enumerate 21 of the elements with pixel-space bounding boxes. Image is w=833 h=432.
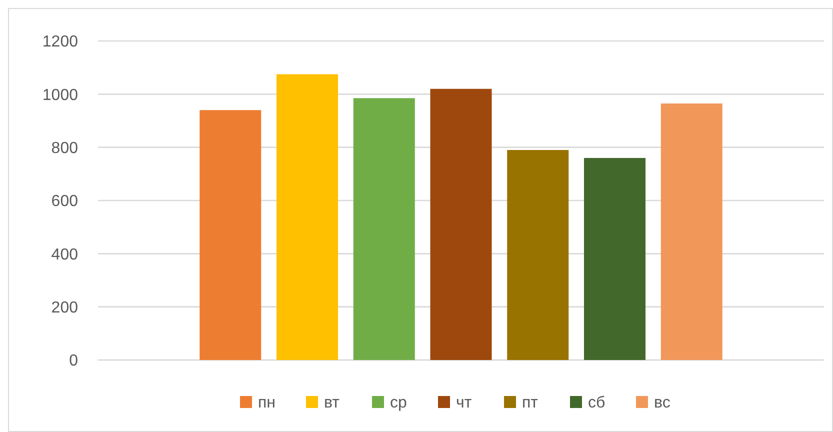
- y-tick-label: 0: [69, 352, 78, 370]
- y-tick-label: 400: [51, 246, 78, 264]
- legend-label: вс: [654, 394, 670, 412]
- y-tick-label: 800: [51, 140, 78, 157]
- bar: [200, 110, 262, 360]
- y-tick-label: 1200: [42, 34, 78, 51]
- bar: [276, 74, 338, 360]
- bar: [353, 98, 415, 360]
- bar: [507, 150, 569, 360]
- y-tick-label: 200: [51, 299, 78, 316]
- bar: [430, 88, 492, 360]
- legend-label: сб: [588, 394, 606, 412]
- legend-label: пт: [522, 394, 539, 412]
- y-tick-label: 600: [51, 193, 78, 210]
- bar: [660, 103, 722, 360]
- legend-label: пн: [258, 394, 276, 412]
- legend-label: вт: [324, 394, 340, 412]
- legend-label: чт: [456, 394, 472, 412]
- legend-label: ср: [390, 394, 407, 412]
- bar: [584, 158, 646, 360]
- y-tick-label: 1000: [42, 86, 78, 104]
